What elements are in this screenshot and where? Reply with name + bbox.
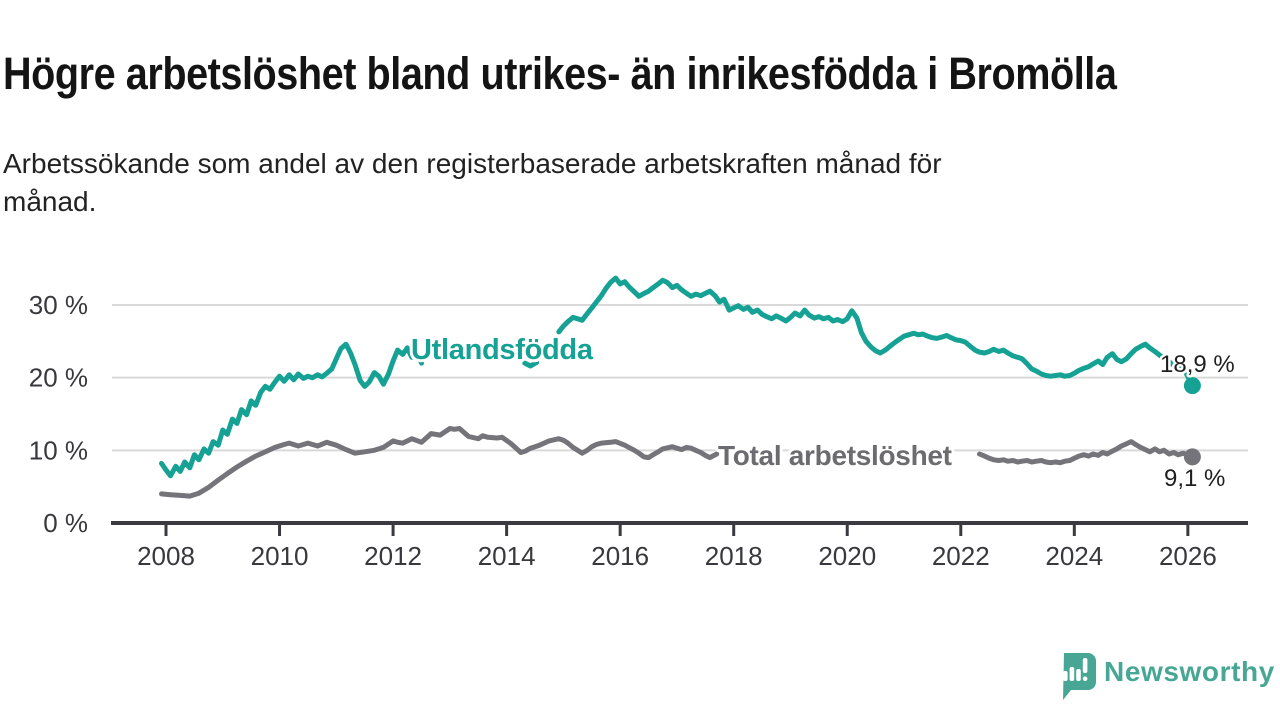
series-end-dot-total-arbetsloshet xyxy=(1183,448,1201,466)
x-axis-tick-label: 2012 xyxy=(364,541,422,571)
x-axis-tick-label: 2024 xyxy=(1045,541,1103,571)
series-label-total-arbetsloshet: Total arbetslöshet xyxy=(718,440,952,471)
x-axis-tick-label: 2016 xyxy=(591,541,649,571)
series-label-utlandsfodda: Utlandsfödda xyxy=(411,334,594,366)
chart-subtitle: Arbetssökande som andel av den registerb… xyxy=(3,145,942,221)
x-axis-tick-label: 2018 xyxy=(705,541,763,571)
chart-title: Högre arbetslöshet bland utrikes- än inr… xyxy=(3,48,1117,100)
series-line-total-arbetsloshet xyxy=(977,439,1195,466)
x-axis-tick-label: 2020 xyxy=(818,541,876,571)
series-end-value-utlandsfodda: 18,9 % xyxy=(1160,351,1235,378)
series-end-value-total-arbetsloshet: 9,1 % xyxy=(1164,465,1225,492)
series-line-utlandsfodda xyxy=(556,275,1195,389)
y-axis-tick-label: 30 % xyxy=(29,290,88,320)
newsworthy-logo-icon xyxy=(1063,653,1096,700)
x-axis-tick-label: 2014 xyxy=(478,541,536,571)
series-line-total-arbetsloshet xyxy=(159,426,720,499)
newsworthy-brand: Newsworthy xyxy=(1054,650,1280,706)
x-axis-tick-label: 2022 xyxy=(932,541,990,571)
y-axis-tick-label: 0 % xyxy=(43,508,88,538)
series-end-dot-utlandsfodda xyxy=(1183,377,1201,395)
x-axis-tick-label: 2010 xyxy=(251,541,309,571)
series-line-utlandsfodda xyxy=(522,359,540,369)
y-axis-tick-label: 10 % xyxy=(29,435,88,465)
chart-subtitle-line2: månad. xyxy=(3,186,97,217)
chart-subtitle-line1: Arbetssökande som andel av den registerb… xyxy=(3,148,942,179)
x-axis-tick-label: 2008 xyxy=(137,541,195,571)
x-axis-tick-label: 2026 xyxy=(1159,541,1217,571)
series-line-utlandsfodda xyxy=(159,341,424,479)
y-axis-tick-label: 20 % xyxy=(29,363,88,393)
newsworthy-brand-text: Newsworthy xyxy=(1104,656,1275,687)
